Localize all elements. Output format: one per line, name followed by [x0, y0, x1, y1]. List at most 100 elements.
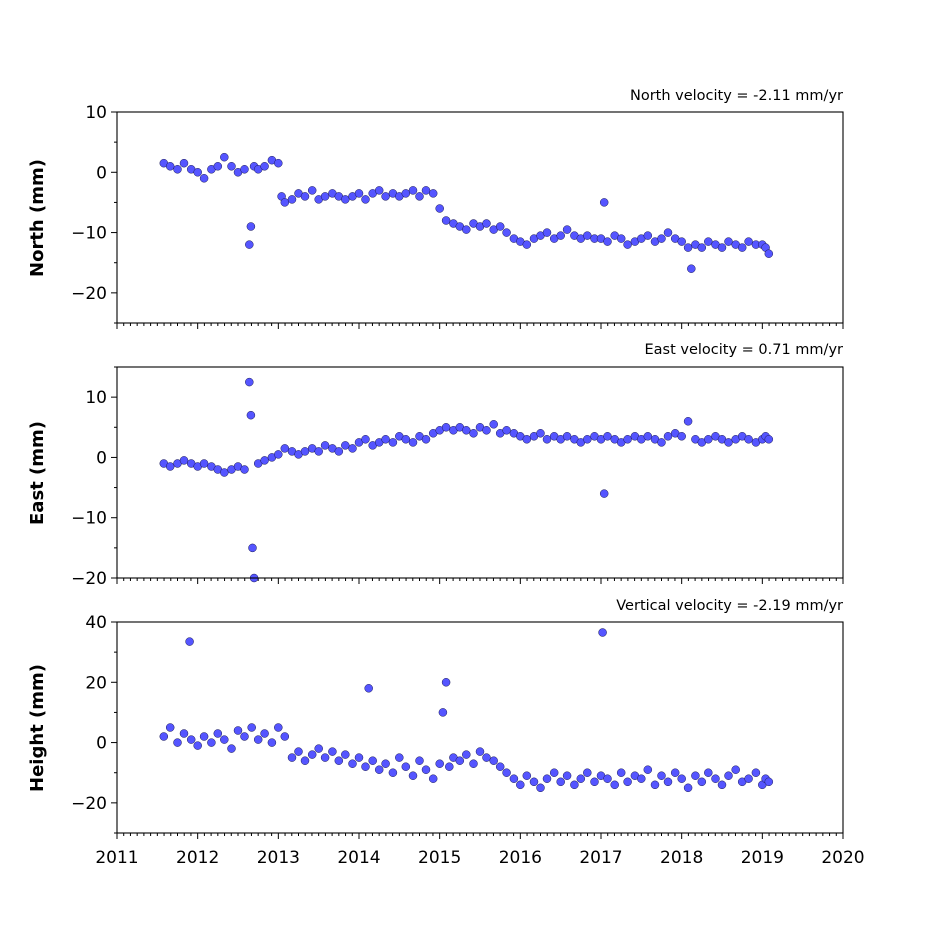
height-data-point [516, 780, 525, 790]
height-data-point [610, 780, 619, 790]
height-data-point [731, 765, 740, 774]
north-data-point [683, 243, 693, 252]
north-data-point [428, 189, 438, 198]
north-data-point [165, 162, 175, 171]
height-data-point [751, 768, 761, 777]
height-data-point [616, 768, 626, 777]
height-data-point [348, 759, 357, 768]
x-tick-label: 2012 [176, 848, 219, 868]
east-data-point [657, 438, 666, 447]
y-tick-label: −10 [71, 224, 107, 244]
vertical-velocity-label: Vertical velocity = -2.19 mm/yr [616, 598, 843, 614]
height-data-point [482, 753, 491, 762]
height-data-points [159, 628, 774, 793]
height-data-point [441, 678, 451, 687]
east-data-point [724, 438, 733, 447]
north-data-point [495, 222, 505, 231]
height-data-point [570, 780, 579, 790]
height-data-point [374, 765, 384, 774]
east-data-point [334, 447, 344, 456]
north-data-point [274, 158, 283, 168]
height-data-point [179, 729, 189, 738]
east-data-point [583, 435, 592, 444]
height-data-point [455, 756, 465, 765]
y-tick-label: 10 [85, 388, 107, 408]
north-data-point [677, 237, 686, 246]
height-data-point [522, 771, 532, 780]
height-data-point [381, 759, 390, 768]
x-tick-label: 2011 [95, 848, 138, 868]
east-data-point [246, 410, 256, 420]
east-data-point [599, 489, 609, 498]
height-data-point [670, 768, 680, 777]
height-data-point [495, 762, 505, 771]
height-data-point [294, 747, 303, 756]
north-data-point [482, 219, 491, 228]
north-data-point [401, 189, 411, 198]
east-data-point [623, 435, 632, 444]
height-panel: Vertical velocity = -2.19 mm/yr Height (… [27, 598, 865, 868]
height-data-point [717, 780, 727, 790]
east-velocity-label: East velocity = 0.71 mm/yr [644, 342, 843, 358]
height-data-point [207, 738, 216, 747]
height-data-point [445, 762, 454, 771]
east-data-point [240, 465, 249, 474]
north-data-point [287, 195, 297, 204]
y-tick-label: 0 [96, 448, 107, 468]
north-data-point [341, 195, 350, 204]
height-data-point [185, 637, 194, 646]
height-data-point [697, 777, 707, 787]
east-data-points [159, 377, 774, 583]
north-data-point [354, 189, 364, 198]
height-data-point [280, 732, 290, 741]
east-data-point [248, 543, 257, 553]
north-data-point [381, 192, 390, 201]
east-data-point [408, 438, 418, 447]
height-data-point [428, 774, 438, 783]
east-data-point [280, 444, 290, 453]
east-data-point [469, 429, 478, 438]
east-data-point [704, 435, 713, 444]
east-data-point [677, 432, 686, 441]
height-data-point [598, 628, 607, 637]
north-data-point [300, 192, 310, 201]
east-ticks: 10 0 −10 −20 [71, 366, 844, 589]
north-data-point [220, 152, 229, 162]
east-data-point [482, 426, 491, 435]
height-data-point [388, 768, 398, 777]
height-data-point [556, 777, 565, 787]
height-data-point [247, 723, 256, 732]
height-y-axis-label: Height (mm) [27, 664, 48, 792]
height-data-point [368, 756, 377, 765]
east-data-point [348, 444, 357, 453]
north-data-point [227, 162, 236, 171]
north-data-point [687, 264, 696, 273]
north-data-point [374, 186, 384, 195]
north-data-point [213, 162, 223, 171]
height-data-point [287, 753, 297, 762]
y-tick-label: −10 [71, 509, 107, 529]
north-data-point [737, 243, 747, 252]
north-ticks: 10 0 −10 −20 [71, 103, 844, 329]
east-data-point [643, 432, 653, 441]
height-data-point [401, 762, 411, 771]
north-y-axis-label: North (mm) [27, 159, 48, 277]
height-data-point [462, 750, 471, 759]
height-data-point [663, 777, 673, 787]
height-data-point [314, 744, 323, 753]
x-tick-label: 2017 [579, 848, 622, 868]
north-data-point [603, 237, 612, 246]
height-data-point [233, 726, 243, 735]
east-data-point [179, 456, 189, 465]
height-data-point [576, 774, 586, 783]
height-data-point [408, 771, 418, 780]
height-data-point [502, 768, 511, 777]
north-data-point [623, 240, 632, 249]
east-data-point [522, 435, 532, 444]
north-data-point [361, 195, 370, 204]
north-data-point [280, 198, 290, 207]
east-data-point [300, 447, 310, 456]
north-data-point [173, 165, 182, 174]
x-tick-label: 2014 [337, 848, 380, 868]
east-data-point [199, 459, 209, 468]
